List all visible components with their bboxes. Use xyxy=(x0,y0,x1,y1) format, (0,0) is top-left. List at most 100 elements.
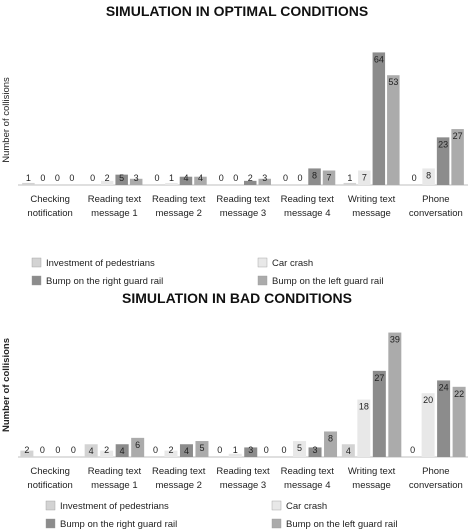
data-label: 1 xyxy=(347,173,352,183)
y-axis-label: Number of collisions xyxy=(1,77,12,163)
bar xyxy=(436,137,450,185)
data-label: 18 xyxy=(359,402,369,412)
category-label: message 3 xyxy=(220,480,266,491)
data-label: 0 xyxy=(153,445,158,455)
category-label: message xyxy=(352,208,391,219)
bar xyxy=(308,447,322,457)
category-label: message 1 xyxy=(91,480,137,491)
legend-swatch xyxy=(257,275,268,286)
data-label: 39 xyxy=(390,335,400,345)
data-label: 4 xyxy=(120,446,125,456)
bar xyxy=(293,441,307,457)
data-label: 23 xyxy=(438,139,448,149)
data-label: 2 xyxy=(105,173,110,183)
data-label: 0 xyxy=(90,173,95,183)
bar xyxy=(179,444,193,457)
legend-entry: Car crash xyxy=(272,258,313,269)
bar xyxy=(258,178,271,185)
bar xyxy=(322,170,336,185)
category-label: Writing text xyxy=(348,194,396,205)
chart-optimal-conditions: SIMULATION IN OPTIMAL CONDITIONS Number o… xyxy=(1,3,468,287)
data-label: 53 xyxy=(388,77,398,87)
data-label: 4 xyxy=(183,173,188,183)
bar xyxy=(115,174,128,185)
legend-entry: Bump on the left guard rail xyxy=(286,519,397,530)
category-label: message 2 xyxy=(155,208,201,219)
bar xyxy=(308,168,321,185)
data-label: 1 xyxy=(26,173,31,183)
bar xyxy=(228,453,242,457)
category-label: Reading text xyxy=(88,194,142,205)
bar xyxy=(343,182,357,185)
bar xyxy=(115,444,129,457)
data-label: 3 xyxy=(262,173,267,183)
data-label: 0 xyxy=(219,173,224,183)
bar xyxy=(100,450,114,457)
bar xyxy=(421,393,435,457)
category-label: Reading text xyxy=(152,466,206,477)
legend-entry: Investment of pedestrians xyxy=(46,258,155,269)
category-label: message xyxy=(352,480,391,491)
legend-entry: Investment of pedestrians xyxy=(60,501,169,512)
category-label: Reading text xyxy=(152,194,206,205)
legend-entry: Car crash xyxy=(286,501,327,512)
bar xyxy=(358,170,371,185)
data-label: 0 xyxy=(264,445,269,455)
data-label: 0 xyxy=(282,445,287,455)
bar xyxy=(422,168,435,185)
category-label: Checking xyxy=(30,466,70,477)
data-label: 0 xyxy=(55,445,60,455)
legend-entry: Bump on the right guard rail xyxy=(46,276,163,287)
category-label: Checking xyxy=(30,194,70,205)
data-label: 0 xyxy=(154,173,159,183)
category-label: Reading text xyxy=(88,466,142,477)
data-label: 4 xyxy=(198,173,203,183)
bar xyxy=(451,129,464,185)
category-label: Reading text xyxy=(281,194,335,205)
data-label: 1 xyxy=(169,173,174,183)
data-label: 24 xyxy=(439,382,449,392)
data-label: 5 xyxy=(199,443,204,453)
legend-swatch xyxy=(257,257,268,268)
bar xyxy=(194,176,207,185)
data-label: 20 xyxy=(423,395,433,405)
legend-swatch xyxy=(45,500,56,511)
data-label: 2 xyxy=(168,445,173,455)
category-label: notification xyxy=(27,208,72,219)
data-label: 0 xyxy=(233,173,238,183)
bar xyxy=(357,399,371,457)
data-label: 0 xyxy=(69,173,74,183)
data-label: 0 xyxy=(55,173,60,183)
chart-bad-conditions: SIMULATION IN BAD CONDITIONS Number of co… xyxy=(1,290,468,530)
bar xyxy=(388,332,402,457)
y-axis-label: Number of collisions xyxy=(1,338,12,432)
data-label: 3 xyxy=(313,445,318,455)
category-label: message 2 xyxy=(155,480,201,491)
bar xyxy=(20,450,34,457)
legend-swatch xyxy=(45,518,56,529)
data-label: 27 xyxy=(374,373,384,383)
bar xyxy=(165,182,178,185)
category-label: message 1 xyxy=(91,208,137,219)
chart-title: SIMULATION IN BAD CONDITIONS xyxy=(122,290,352,306)
data-label: 7 xyxy=(327,173,332,183)
category-label: message 3 xyxy=(220,208,266,219)
category-label: message 4 xyxy=(284,208,330,219)
bar xyxy=(437,380,451,457)
data-label: 5 xyxy=(297,443,302,453)
chart-title: SIMULATION IN OPTIMAL CONDITIONS xyxy=(106,3,368,19)
data-label: 4 xyxy=(89,446,94,456)
data-label: 1 xyxy=(233,445,238,455)
bar xyxy=(164,450,178,457)
data-label: 6 xyxy=(135,440,140,450)
category-label: Phone xyxy=(422,466,449,477)
data-label: 5 xyxy=(119,173,124,183)
bar xyxy=(387,75,400,185)
data-label: 22 xyxy=(454,389,464,399)
data-label: 4 xyxy=(184,446,189,456)
data-label: 0 xyxy=(40,173,45,183)
bar xyxy=(341,444,355,457)
data-label: 0 xyxy=(40,445,45,455)
bar xyxy=(244,180,257,185)
